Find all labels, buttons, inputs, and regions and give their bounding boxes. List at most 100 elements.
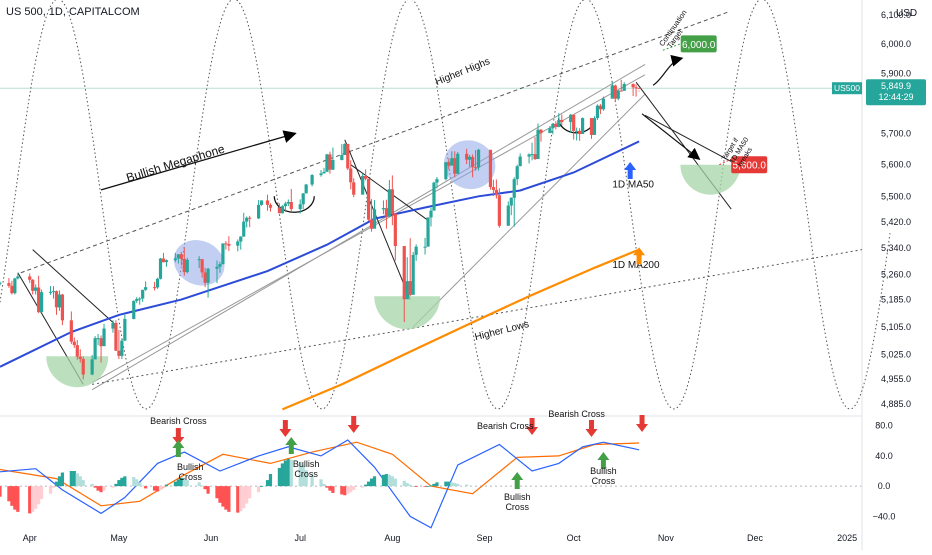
candle-body	[48, 291, 53, 293]
macd-histogram-bar	[280, 463, 284, 487]
price-tick-label: 5,600.0	[881, 160, 911, 170]
macd-tick-label: −40.0	[873, 511, 896, 521]
candle	[257, 200, 261, 220]
candle-body	[257, 204, 261, 219]
macd-histogram-bar	[319, 479, 323, 487]
macd-histogram-bar	[48, 486, 53, 494]
candle-body	[613, 85, 617, 99]
cup-arc-0	[273, 196, 315, 213]
candle-body	[414, 246, 418, 255]
candle	[78, 349, 82, 363]
candle	[141, 289, 145, 302]
candle	[364, 169, 368, 181]
macd-histogram-bar	[310, 474, 314, 487]
candle-body	[158, 258, 163, 279]
bearish-cross-arrow-2	[347, 416, 360, 433]
candle-body	[144, 287, 148, 290]
candle-body	[265, 200, 270, 205]
macd-histogram-bar	[102, 486, 106, 491]
candle	[518, 153, 522, 167]
ma50-label: 1D MA50	[612, 179, 654, 190]
candle-body	[245, 217, 249, 222]
candle-body	[277, 207, 282, 214]
candle	[560, 114, 564, 126]
macd-histogram-bar	[152, 486, 157, 491]
macd-histogram-bar	[155, 486, 160, 492]
candle	[468, 155, 472, 167]
candle	[120, 338, 124, 360]
candle-body	[99, 338, 103, 347]
candle	[369, 199, 374, 232]
macd-histogram-bar	[206, 486, 210, 494]
macd-histogram-bar	[54, 481, 59, 487]
candle-body	[361, 175, 365, 195]
candle	[111, 320, 115, 333]
price-tick-label: 5,700.0	[881, 129, 911, 139]
candle	[200, 259, 204, 278]
candle-body	[72, 341, 76, 346]
candle-body	[554, 123, 558, 127]
candle	[215, 260, 219, 284]
candle-body	[578, 130, 582, 134]
candle-body	[301, 193, 305, 205]
candle	[54, 290, 59, 315]
bearish-cross-label-2: Bearish Cross	[477, 421, 534, 431]
price-axis[interactable]: 6,100.0 6,000.0 5,900.0 5,700.0 5,600.0 5,500…	[832, 10, 926, 522]
candle-body	[408, 281, 412, 295]
candle-body	[592, 118, 597, 135]
candle	[123, 314, 127, 341]
candle	[402, 246, 406, 323]
candle-body	[28, 276, 32, 280]
candle	[185, 257, 189, 274]
currency-label: USD	[896, 8, 918, 19]
candle-body	[610, 85, 614, 99]
candle-body	[453, 158, 457, 174]
candle-body	[51, 291, 56, 293]
candle-body	[468, 156, 472, 160]
candle-body	[10, 285, 14, 294]
candle-body	[491, 187, 496, 190]
candle	[539, 129, 543, 142]
bullish-cross-arrow-2	[511, 472, 524, 489]
macd-histogram-bar	[90, 483, 94, 487]
candle-body	[497, 195, 501, 226]
bullish-cross-arrow-0	[172, 440, 185, 457]
candle-body	[390, 189, 394, 214]
macd-histogram-bar	[144, 486, 148, 489]
candle	[592, 116, 597, 135]
macd-histogram-bar	[301, 465, 305, 487]
candle	[598, 104, 603, 115]
candle	[527, 153, 531, 164]
channel-upper-line	[91, 63, 646, 391]
target-6000-text: 6,000.0	[682, 40, 716, 51]
macd-histogram-bar	[328, 486, 332, 491]
candle	[31, 279, 35, 295]
candle-body	[16, 276, 20, 279]
candle	[465, 148, 469, 165]
candle	[497, 188, 501, 228]
candle-body	[384, 208, 389, 217]
price-tick-label: 5,185.0	[881, 295, 911, 305]
candle-body	[429, 210, 433, 218]
macd-histogram-bar	[366, 481, 371, 487]
candle	[352, 178, 356, 198]
candle-body	[259, 200, 264, 205]
time-axis[interactable]: Apr May Jun Jul Aug Sep Oct Nov Dec 2025	[23, 533, 857, 543]
candle	[343, 143, 347, 156]
candle	[0, 281, 2, 286]
price-tick-label: 5,105.0	[881, 322, 911, 332]
macd-histogram-bar	[227, 486, 231, 512]
macd-histogram-bar	[346, 486, 350, 494]
candle	[242, 212, 246, 237]
correction-path	[641, 113, 701, 160]
candle-body	[164, 260, 169, 263]
candle	[173, 252, 177, 263]
current-price-time: 12:44:29	[878, 92, 913, 102]
candle	[245, 216, 249, 228]
candle-body	[352, 182, 356, 195]
symbol-tag-text: US500	[834, 83, 860, 93]
candle	[423, 237, 427, 255]
target-6000-box	[680, 35, 717, 53]
candle-body	[328, 154, 332, 170]
